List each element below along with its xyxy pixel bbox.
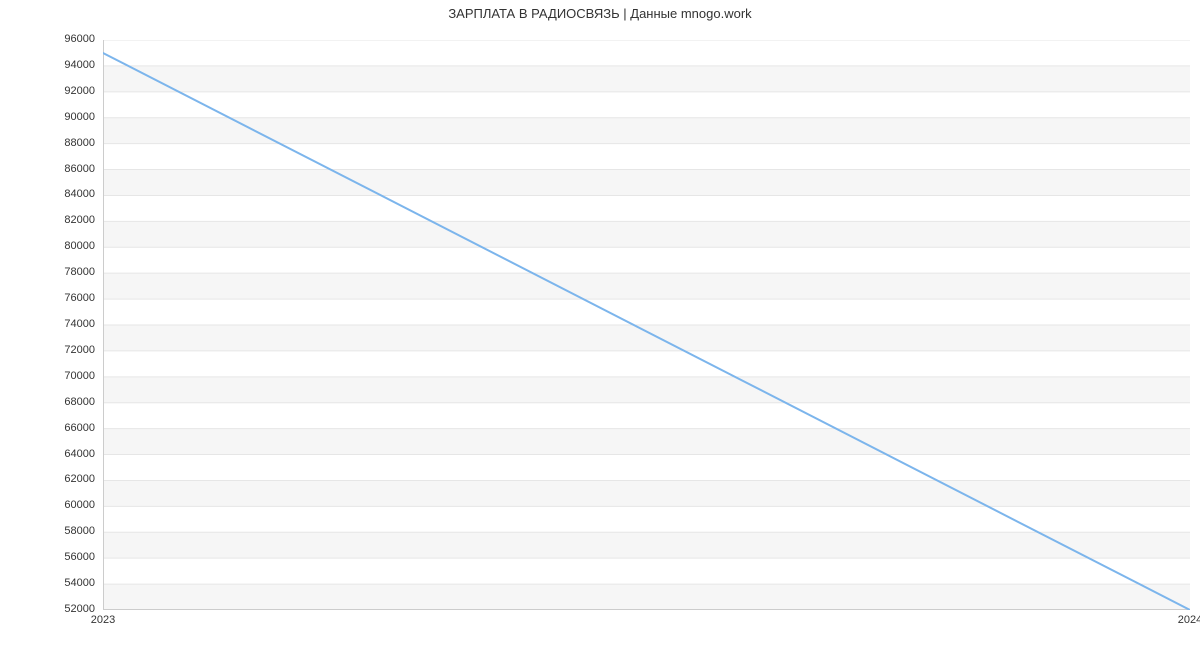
- x-tick-label: 2024: [1160, 614, 1200, 626]
- y-tick-label: 72000: [45, 344, 95, 356]
- y-tick-label: 90000: [45, 111, 95, 123]
- plot-area: [103, 40, 1190, 610]
- salary-line-chart: ЗАРПЛАТА В РАДИОСВЯЗЬ | Данные mnogo.wor…: [0, 0, 1200, 650]
- y-tick-label: 74000: [45, 318, 95, 330]
- y-tick-label: 64000: [45, 448, 95, 460]
- y-tick-label: 70000: [45, 370, 95, 382]
- y-tick-label: 94000: [45, 59, 95, 71]
- y-tick-label: 66000: [45, 422, 95, 434]
- y-tick-label: 82000: [45, 214, 95, 226]
- y-tick-label: 68000: [45, 396, 95, 408]
- chart-title: ЗАРПЛАТА В РАДИОСВЯЗЬ | Данные mnogo.wor…: [0, 6, 1200, 21]
- y-tick-label: 78000: [45, 266, 95, 278]
- y-tick-label: 62000: [45, 473, 95, 485]
- y-tick-label: 92000: [45, 85, 95, 97]
- y-tick-label: 80000: [45, 240, 95, 252]
- y-tick-label: 56000: [45, 551, 95, 563]
- y-tick-label: 88000: [45, 137, 95, 149]
- x-tick-label: 2023: [73, 614, 133, 626]
- y-tick-label: 84000: [45, 188, 95, 200]
- y-tick-label: 60000: [45, 499, 95, 511]
- y-tick-label: 96000: [45, 33, 95, 45]
- y-tick-label: 58000: [45, 525, 95, 537]
- y-tick-label: 54000: [45, 577, 95, 589]
- y-tick-label: 76000: [45, 292, 95, 304]
- y-tick-label: 86000: [45, 163, 95, 175]
